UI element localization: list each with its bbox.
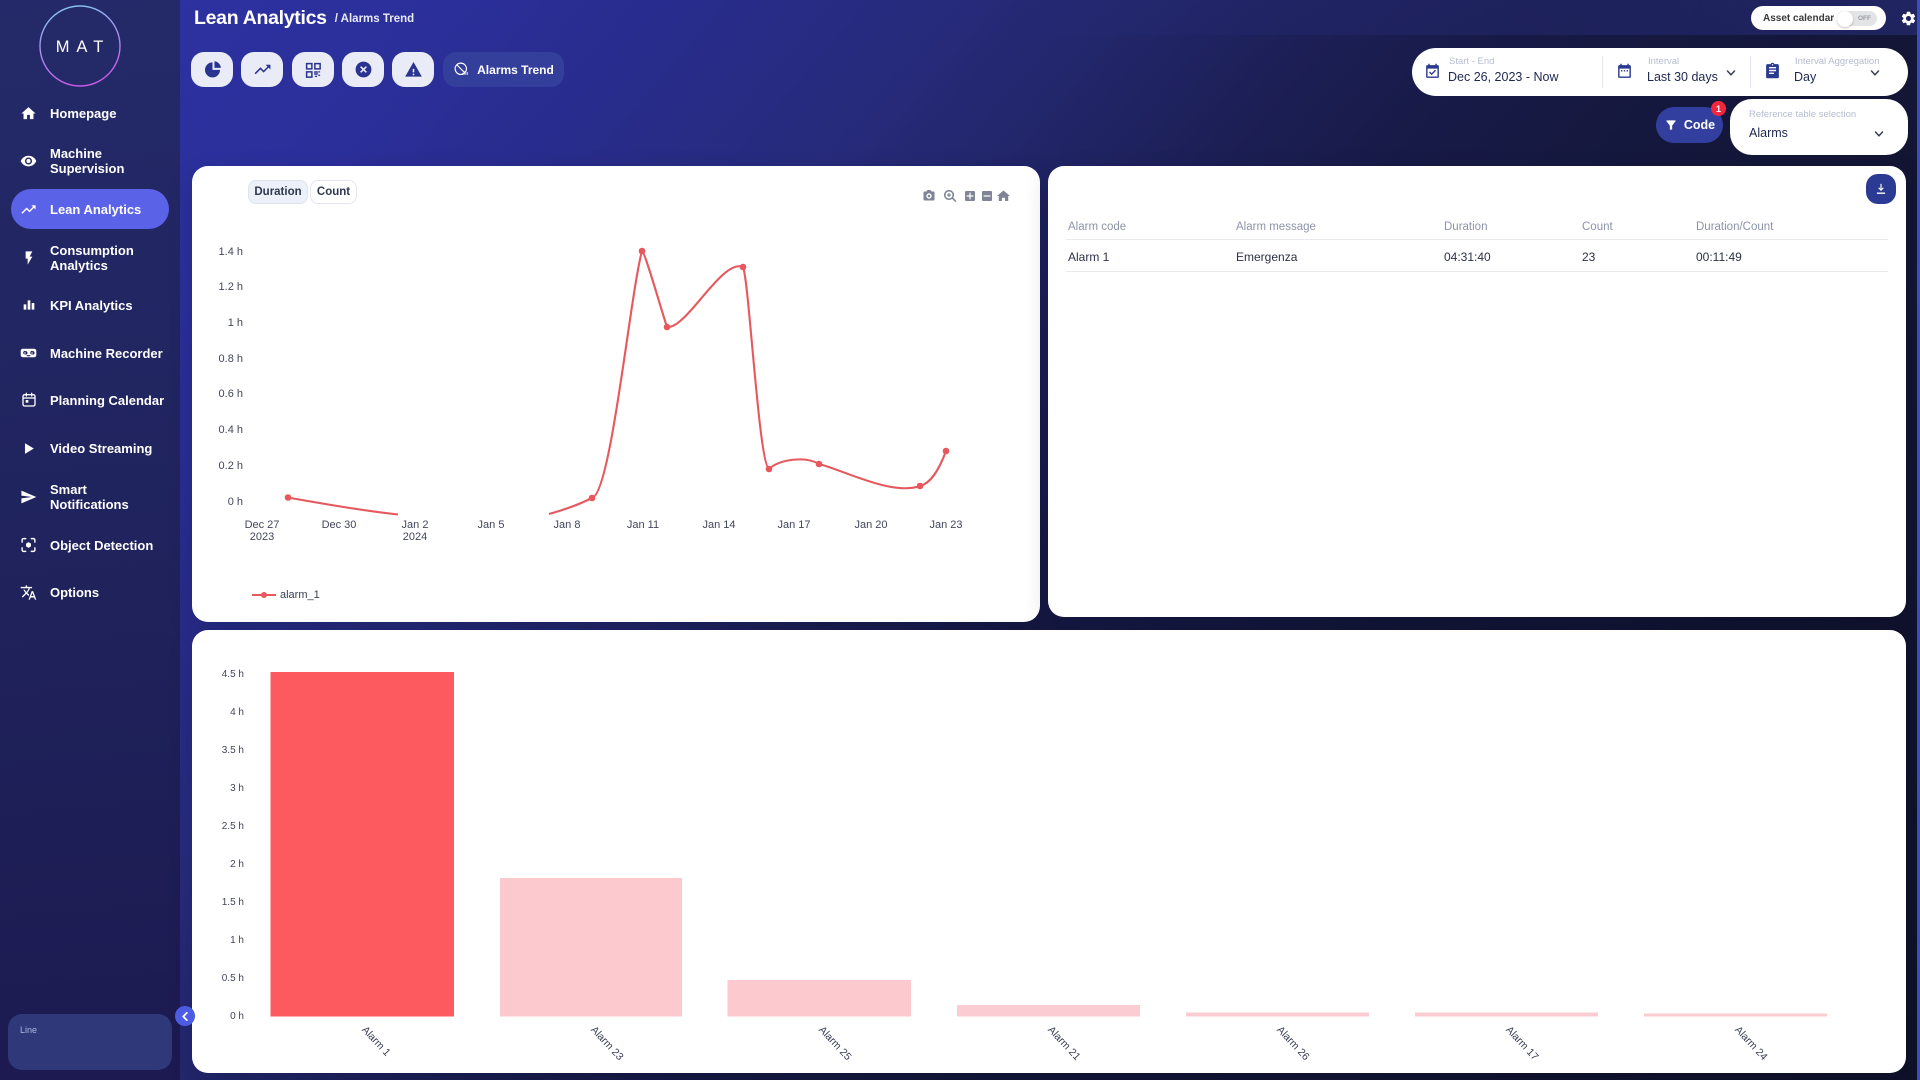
- svg-text:MAT: MAT: [56, 38, 111, 56]
